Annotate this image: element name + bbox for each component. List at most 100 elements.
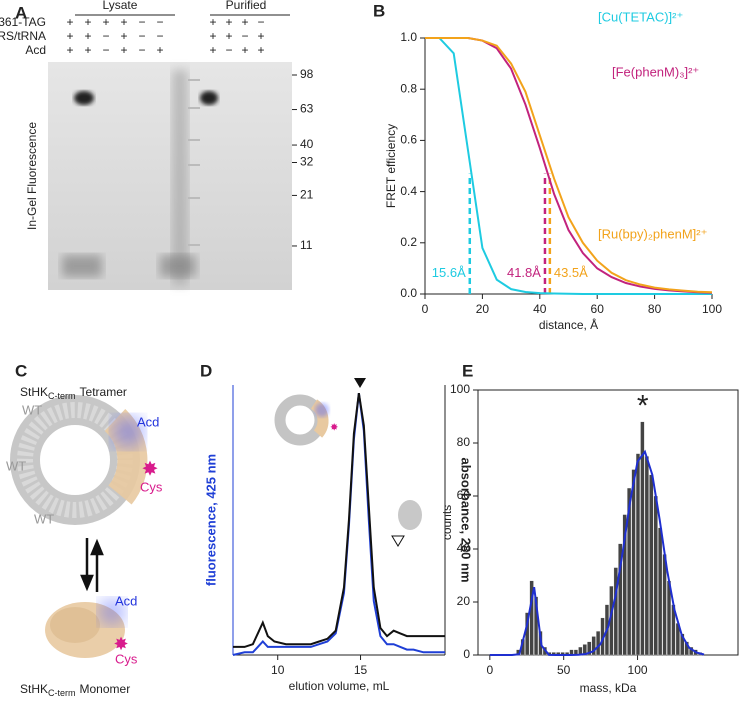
- marker-label: 32: [300, 155, 314, 169]
- svg-text:✸: ✸: [142, 458, 159, 480]
- subscript: C-term: [48, 688, 76, 698]
- marker-label: 63: [300, 102, 314, 116]
- x-axis-label: mass, kDa: [580, 681, 637, 695]
- x-tick-label: 0: [486, 663, 493, 677]
- lane-sign: +: [156, 43, 163, 57]
- lane-sign: +: [225, 29, 232, 43]
- marker-label: 15.6Å: [432, 265, 466, 280]
- suffix: Tetramer: [80, 385, 127, 399]
- lane-sign: −: [156, 15, 163, 29]
- bar: [653, 495, 658, 656]
- lane-sign: +: [66, 15, 73, 29]
- x-tick-label: 100: [628, 663, 648, 677]
- y-tick-label: 40: [457, 541, 471, 555]
- lane-sign: +: [257, 43, 264, 57]
- y-axis-label: fluorescence, 425 nm: [203, 454, 218, 586]
- y-tick-label: 1.0: [400, 30, 417, 44]
- x-tick-label: 15: [354, 663, 368, 677]
- x-tick-label: 50: [557, 663, 571, 677]
- panel-label: E: [462, 361, 473, 380]
- y-axis-label: In-Gel Fluorescence: [25, 122, 39, 230]
- lane-sign: −: [102, 43, 109, 57]
- series-label: [Cu(TETAC)]²⁺: [598, 9, 683, 24]
- lane-sign: +: [225, 15, 232, 29]
- series-label: [Fe(phenM)₃]²⁺: [612, 64, 699, 79]
- x-axis-label: distance, Å: [539, 317, 598, 332]
- gel-image: [48, 62, 292, 290]
- x-tick-label: 40: [533, 302, 547, 316]
- y-tick-label: 0.4: [400, 184, 417, 198]
- bar: [529, 580, 534, 656]
- bar: [649, 474, 654, 656]
- annotation: *: [637, 390, 649, 423]
- name: StHK: [20, 385, 48, 399]
- bar: [587, 641, 592, 656]
- lane-sign: +: [257, 29, 264, 43]
- lane-sign: +: [66, 43, 73, 57]
- marker-label: 21: [300, 188, 314, 202]
- x-tick-label: 60: [591, 302, 605, 316]
- svg-text:✸: ✸: [113, 634, 128, 654]
- svg-text:✸: ✸: [330, 423, 338, 434]
- bar: [622, 514, 627, 656]
- bar: [596, 631, 601, 656]
- lane-sign: −: [257, 15, 264, 29]
- cys-label: Cys: [140, 479, 163, 494]
- suffix: Monomer: [80, 682, 131, 696]
- x-tick-label: 80: [648, 302, 662, 316]
- row-label: S361-TAG: [0, 15, 46, 29]
- marker-label: 41.8Å: [507, 265, 541, 280]
- lane-sign: +: [209, 29, 216, 43]
- protein-label: StHKC-term Monomer: [20, 682, 130, 698]
- panel-label: C: [15, 361, 27, 380]
- marker-label: 11: [300, 238, 313, 252]
- data-line: [489, 449, 705, 656]
- wt-label: WT: [22, 402, 42, 417]
- wt-label: WT: [34, 511, 54, 526]
- lane-sign: −: [138, 43, 145, 57]
- bar: [662, 554, 667, 656]
- lane-sign: +: [120, 43, 127, 57]
- lane-sign: −: [138, 29, 145, 43]
- y-tick-label: 0.6: [400, 133, 417, 147]
- inset-proteins: ✸: [274, 378, 422, 547]
- bar: [591, 636, 596, 656]
- equilibrium-arrows: [80, 538, 104, 592]
- lane-sign: −: [102, 29, 109, 43]
- bar: [631, 469, 636, 656]
- lane-sign: +: [209, 43, 216, 57]
- data-line: [425, 37, 713, 294]
- marker-label: 98: [300, 67, 314, 81]
- y-tick-label: 0.2: [400, 235, 417, 249]
- lane-sign: −: [241, 29, 248, 43]
- monomer-illustration: ✸: [45, 599, 129, 658]
- lane-sign: +: [209, 15, 216, 29]
- group-label: Purified: [226, 0, 267, 12]
- bar: [613, 567, 618, 656]
- lane-sign: −: [156, 29, 163, 43]
- x-tick-label: 0: [422, 302, 429, 316]
- lane-sign: −: [138, 15, 145, 29]
- lane-sign: −: [225, 43, 232, 57]
- bar: [627, 487, 632, 656]
- group-label: Lysate: [103, 0, 138, 12]
- acd-label: Acd: [137, 414, 159, 429]
- lane-sign: +: [241, 43, 248, 57]
- y-tick-label: 100: [450, 382, 470, 396]
- lane-sign: +: [120, 29, 127, 43]
- cys-label: Cys: [115, 651, 138, 666]
- x-tick-label: 100: [702, 302, 722, 316]
- panel-label: A: [15, 3, 27, 22]
- bar: [635, 453, 641, 656]
- y-tick-label: 80: [457, 435, 471, 449]
- y-tick-label: 60: [457, 488, 471, 502]
- bar: [644, 456, 649, 656]
- wt-label: WT: [6, 458, 26, 473]
- y-tick-label: 0.0: [400, 286, 417, 300]
- row-label: Acd: [25, 43, 46, 57]
- panel-label: B: [373, 1, 385, 20]
- x-tick-label: 20: [476, 302, 490, 316]
- data-line: [425, 37, 712, 295]
- panel-label: D: [200, 361, 212, 380]
